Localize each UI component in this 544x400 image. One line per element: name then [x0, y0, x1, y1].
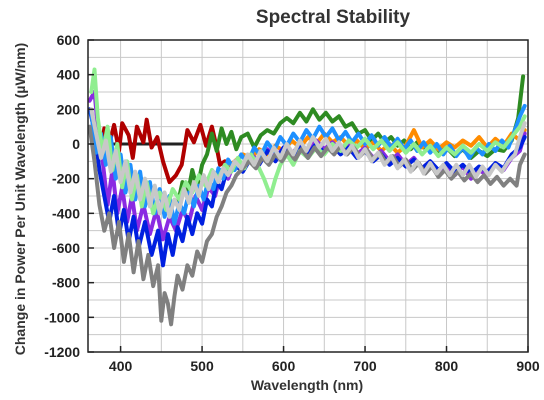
x-axis-label: Wavelength (nm) — [251, 377, 363, 393]
plot-frame — [87, 39, 529, 353]
y-tick-label: -400 — [52, 205, 80, 221]
x-tick-label: 700 — [353, 358, 377, 374]
y-tick-label: 600 — [57, 32, 81, 48]
y-tick-label: 400 — [57, 67, 81, 83]
chart-title: Spectral Stability — [256, 7, 411, 28]
series-line-8 — [87, 124, 527, 327]
y-tick-label: -1000 — [44, 309, 80, 325]
y-tick-label: -800 — [52, 275, 80, 291]
y-tick-label: -200 — [52, 171, 80, 187]
y-tick-label: -600 — [52, 240, 80, 256]
y-tick-label: 200 — [57, 101, 81, 117]
x-tick-label: 800 — [435, 358, 459, 374]
series-group — [87, 67, 527, 327]
tick-labels: 400 500 600 700 800 900 600 400 200 0 -200 -400 -600… — [44, 32, 540, 374]
y-tick-label: -1200 — [44, 344, 80, 360]
y-axis-label: Change in Power Per Unit Wavelength (µW/… — [12, 43, 28, 355]
x-tick-label: 900 — [516, 358, 540, 374]
x-tick-label: 400 — [109, 358, 133, 374]
series-line-9 — [89, 107, 527, 219]
x-tick-label: 600 — [272, 358, 296, 374]
x-tick-label: 500 — [190, 358, 214, 374]
y-tick-label: 0 — [72, 136, 80, 152]
plot-border — [87, 39, 529, 353]
